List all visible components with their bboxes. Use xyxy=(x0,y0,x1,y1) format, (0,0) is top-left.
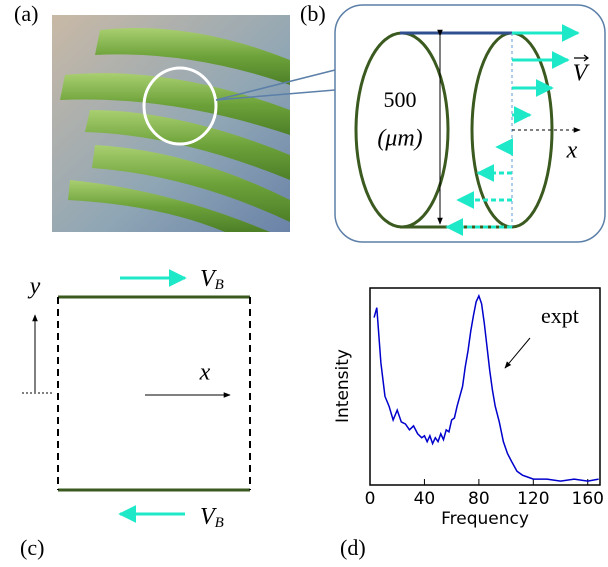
panel-label: (b) xyxy=(300,1,326,26)
panel-label: (d) xyxy=(340,535,366,560)
data-line xyxy=(373,293,599,482)
x-tick-label: 120 xyxy=(517,489,549,509)
annotation: expt xyxy=(541,303,579,328)
axis-label: x xyxy=(566,138,578,164)
x-tick-label: 40 xyxy=(414,489,436,509)
height-label: 500 xyxy=(384,87,417,112)
plot-frame xyxy=(369,287,601,486)
chart: Intensity Frequency expt 0 40 80 120 160 xyxy=(333,287,604,529)
velocity-label: VB xyxy=(200,504,224,532)
x-tick-label: 80 xyxy=(468,489,490,509)
x-axis-title: Frequency xyxy=(441,509,529,529)
panel-label: (a) xyxy=(14,1,38,26)
panel-label: (c) xyxy=(20,535,44,560)
x-tick-label: 160 xyxy=(572,489,604,509)
cylinder-diagram: 500 (μm) V x xyxy=(334,4,606,243)
photo xyxy=(52,15,336,232)
velocity-label: V xyxy=(573,61,590,87)
unit-label: (μm) xyxy=(377,126,422,152)
velocity-label: VB xyxy=(200,266,224,294)
box-diagram: y x VB VB xyxy=(22,266,251,532)
y-label: y xyxy=(28,274,41,300)
x-tick-label: 0 xyxy=(365,489,376,509)
y-axis-title: Intensity xyxy=(333,349,353,423)
x-label: x xyxy=(199,360,211,386)
